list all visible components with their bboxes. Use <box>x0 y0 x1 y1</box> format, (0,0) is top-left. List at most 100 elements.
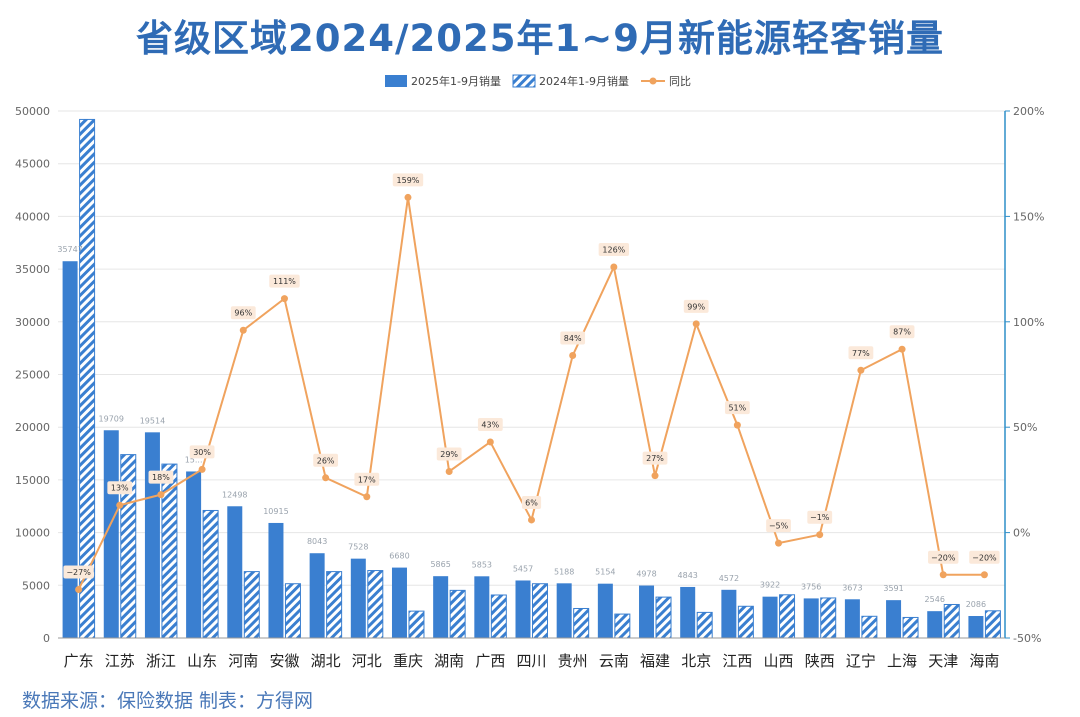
bar-2024 <box>984 610 1001 639</box>
x-category-label: 广东 <box>64 652 94 670</box>
yoy-value-label: 96% <box>234 309 252 318</box>
yoy-value-label: 126% <box>602 245 625 254</box>
x-category-label: 北京 <box>681 652 711 670</box>
yoy-label-bg <box>63 565 94 579</box>
bar-2024 <box>490 594 507 639</box>
y-right-tick-label: 0% <box>1013 527 1030 540</box>
yoy-point <box>239 326 247 334</box>
x-category-label: 浙江 <box>146 652 176 670</box>
yoy-label-bg <box>560 331 586 345</box>
x-category-label: 重庆 <box>393 652 423 670</box>
yoy-label-bg <box>230 306 256 320</box>
yoy-label-bg <box>107 481 133 495</box>
yoy-label-bg <box>928 550 959 564</box>
x-category-label: 湖北 <box>311 652 341 670</box>
bar-2025 <box>803 598 819 638</box>
yoy-point <box>445 467 453 475</box>
yoy-point <box>528 516 535 524</box>
bar-2025-value-label: 3673 <box>842 583 862 592</box>
legend-swatch-2024 <box>512 74 536 88</box>
bar-2025 <box>309 553 325 638</box>
bar-2025-value-label: 12498 <box>222 490 247 499</box>
bar-2025 <box>762 596 778 638</box>
yoy-label-bg <box>807 510 833 524</box>
yoy-value-label: 84% <box>564 334 582 343</box>
x-category-label: 江西 <box>722 652 752 670</box>
yoy-label-bg <box>766 519 791 533</box>
yoy-label-bg <box>889 325 915 339</box>
bar-2025 <box>927 611 943 638</box>
bar-2025 <box>268 522 284 638</box>
yoy-value-label: −20% <box>931 553 956 562</box>
bar-2025-value-label: 5865 <box>430 560 450 569</box>
y-left-tick-label: 10000 <box>15 527 50 540</box>
bar-2025-value-label: 2086 <box>966 600 986 609</box>
bar-2024 <box>820 597 837 639</box>
bar-2024 <box>367 570 384 639</box>
legend-label-yoy: 同比 <box>669 75 691 88</box>
yoy-label-bg <box>477 417 503 431</box>
bar-2025 <box>844 599 860 638</box>
yoy-point <box>75 586 83 594</box>
bar-2025-value-label: 10915 <box>263 507 288 516</box>
y-left-tick-label: 15000 <box>15 474 50 487</box>
bar-2024 <box>737 605 754 639</box>
bar-2025-value-label: 4843 <box>678 571 698 580</box>
yoy-point <box>404 193 412 201</box>
bar-2025-value-label: 6680 <box>389 552 409 561</box>
y-right-tick-label: -50% <box>1013 632 1041 645</box>
bar-2025-value-label: 8043 <box>307 537 327 546</box>
x-category-label: 贵州 <box>558 652 588 670</box>
y-left-tick-label: 25000 <box>15 369 50 382</box>
yoy-value-label: −5% <box>769 522 789 531</box>
bar-2025 <box>556 583 572 638</box>
bar-2025 <box>144 432 160 638</box>
y-left-tick-label: 45000 <box>15 158 50 171</box>
bar-2025 <box>227 506 243 638</box>
bar-2025 <box>515 580 531 638</box>
x-category-label: 河南 <box>228 652 258 670</box>
yoy-label-bg <box>392 173 424 187</box>
legend-marker-yoy <box>649 77 657 85</box>
yoy-point <box>569 352 577 360</box>
yoy-value-label: 51% <box>728 404 746 413</box>
bar-2025-value-label: 19514 <box>140 416 165 425</box>
yoy-label-bg <box>148 470 174 484</box>
y-right-tick-label: 50% <box>1013 421 1037 434</box>
bar-2024 <box>449 589 466 639</box>
yoy-point <box>857 366 865 374</box>
yoy-label-bg <box>436 447 462 461</box>
yoy-value-label: 111% <box>273 277 296 286</box>
yoy-value-label: 99% <box>687 302 705 311</box>
yoy-point <box>363 493 371 501</box>
legend-swatch-2025 <box>385 75 407 87</box>
bar-2025 <box>968 616 984 638</box>
yoy-label-bg <box>642 451 668 465</box>
yoy-point <box>980 571 988 579</box>
bar-2025-value-label: 4978 <box>636 570 656 579</box>
bar-2024 <box>779 594 796 639</box>
yoy-label-bg <box>969 550 1000 564</box>
bar-2024 <box>243 571 260 639</box>
yoy-point <box>280 295 288 303</box>
x-category-label: 河北 <box>352 652 382 670</box>
yoy-value-label: 18% <box>152 473 170 482</box>
y-left-tick-label: 5000 <box>22 579 50 592</box>
yoy-label-bg <box>848 346 874 360</box>
yoy-value-label: 6% <box>525 498 538 507</box>
x-category-label: 云南 <box>599 652 629 670</box>
bar-2025 <box>186 471 202 638</box>
y-right-tick-label: 150% <box>1013 210 1044 223</box>
bar-2024 <box>861 615 878 639</box>
yoy-value-label: 26% <box>317 456 335 465</box>
legend-label-2025: 2025年1-9月销量 <box>411 74 501 88</box>
y-left-tick-label: 20000 <box>15 421 50 434</box>
x-category-label: 上海 <box>887 652 917 670</box>
bar-2025-value-label: 4572 <box>719 574 739 583</box>
x-category-label: 广西 <box>475 652 505 670</box>
y-right-tick-label: 100% <box>1013 316 1044 329</box>
bar-2025-value-label: 5853 <box>472 560 492 569</box>
x-category-label: 四川 <box>516 652 546 670</box>
bar-2024 <box>943 603 960 639</box>
